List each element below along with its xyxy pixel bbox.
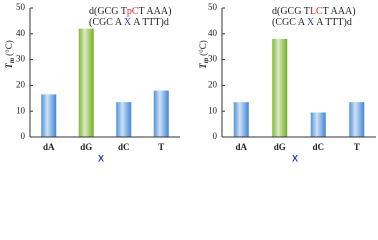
annotation: d(GCG TpCT AAA) (89, 6, 171, 17)
ylabel-symbol: T (198, 63, 208, 69)
x-tick-label: dG (80, 142, 92, 152)
x-axis-label: X (292, 153, 298, 163)
annotation: d(GCG TLCT AAA) (272, 6, 356, 17)
bar (116, 102, 132, 137)
annotation-part: (CGC A (89, 17, 124, 28)
bar (41, 94, 57, 137)
bar (78, 28, 94, 137)
y-axis-label: Tm(°C) (4, 40, 16, 69)
bar (233, 102, 249, 137)
y-tick-label: 20 (16, 79, 26, 89)
x-tick-label: dA (43, 142, 55, 152)
y-tick-label: 40 (208, 28, 218, 38)
y-tick-label: 30 (16, 54, 26, 64)
y-tick-label: 10 (208, 105, 218, 115)
bar (310, 112, 326, 137)
annotation-part: X (307, 17, 315, 28)
x-tick-label: dC (312, 142, 324, 152)
x-tick-label: dA (235, 142, 247, 152)
y-tick-label: 50 (16, 2, 26, 12)
x-axis-label: X (98, 153, 104, 163)
ylabel-subscript: m (202, 57, 210, 63)
ylabel-unit: (°C) (198, 40, 208, 56)
y-tick-label: 0 (21, 131, 26, 141)
bar (349, 102, 365, 137)
x-tick-label: dG (274, 142, 286, 152)
annotation-part: pC (127, 6, 139, 17)
ylabel-subscript: m (8, 57, 16, 63)
annotation-part: T AAA) (323, 6, 356, 17)
ylabel-symbol: T (4, 63, 14, 69)
annotation-part: A TTT)d (314, 17, 352, 28)
x-tick-label: T (354, 142, 360, 152)
y-tick-label: 50 (208, 2, 218, 12)
y-tick-label: 0 (213, 131, 218, 141)
annotation: (CGC A X A TTT)d (272, 17, 352, 28)
y-axis-label: Tm(°C) (198, 40, 210, 69)
annotation-part: d(GCG T (272, 6, 310, 17)
y-tick-label: 20 (208, 79, 218, 89)
y-tick-label: 10 (16, 105, 26, 115)
y-tick-label: 40 (16, 28, 26, 38)
x-tick-label: T (158, 142, 164, 152)
ylabel-unit: (°C) (4, 40, 14, 56)
y-tick-label: 30 (208, 54, 218, 64)
annotation-part: LC (310, 6, 323, 17)
bar (272, 38, 288, 137)
annotation-part: T AAA) (139, 6, 172, 17)
bar (153, 90, 169, 137)
annotation-part: X (124, 17, 132, 28)
x-tick-label: dC (118, 142, 130, 152)
annotation-part: d(GCG T (89, 6, 127, 17)
annotation-part: (CGC A (272, 17, 307, 28)
annotation: (CGC A X A TTT)d (89, 17, 169, 28)
annotation-part: A TTT)d (131, 17, 169, 28)
